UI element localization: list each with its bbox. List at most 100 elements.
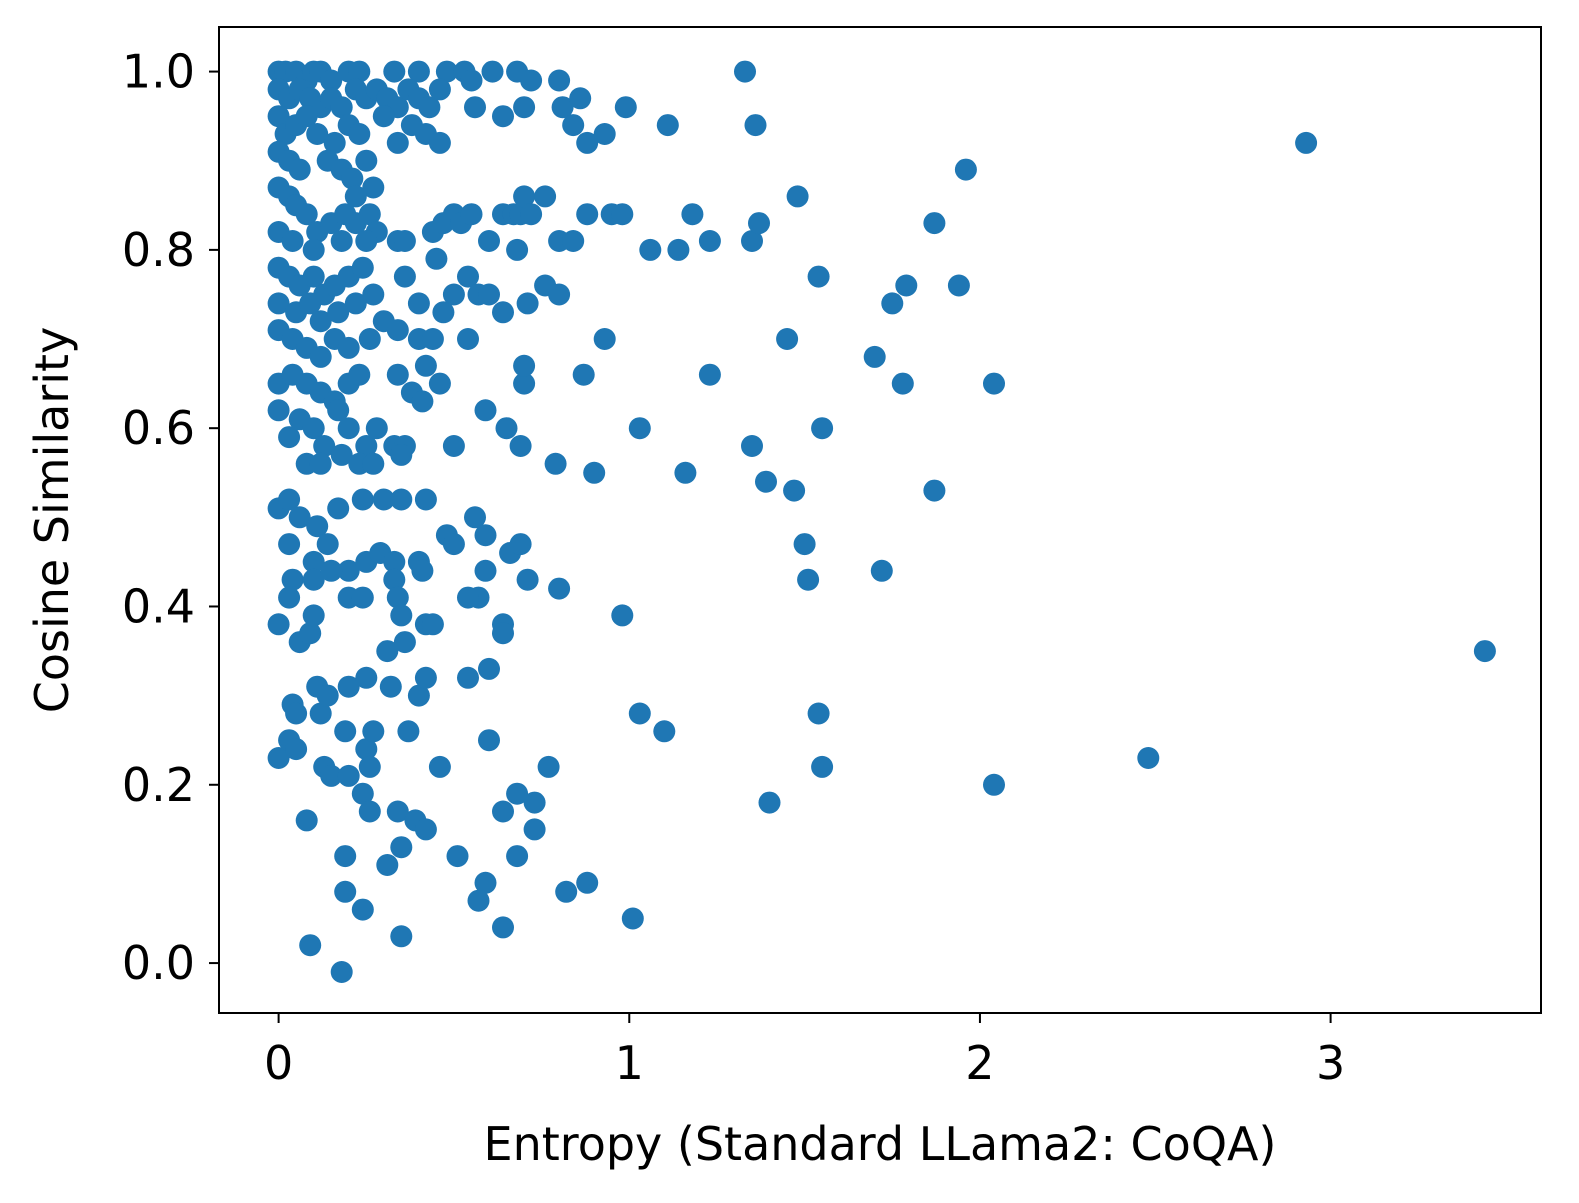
data-point — [460, 203, 483, 226]
data-point — [523, 818, 546, 841]
data-point — [267, 292, 290, 315]
data-point — [351, 488, 374, 511]
data-point — [334, 720, 357, 743]
data-point — [337, 559, 360, 582]
data-point — [355, 435, 378, 457]
data-point — [667, 238, 690, 261]
data-point — [492, 800, 514, 823]
data-point — [351, 898, 374, 921]
data-point — [285, 702, 308, 725]
data-point — [288, 158, 311, 181]
data-point — [548, 577, 571, 600]
data-point — [299, 934, 322, 957]
data-point — [330, 443, 353, 466]
data-point — [323, 131, 346, 154]
data-point — [576, 203, 599, 226]
y-axis-label: Cosine Similarity — [25, 327, 79, 714]
data-point — [407, 60, 430, 83]
data-point — [467, 889, 490, 912]
data-point — [337, 675, 360, 698]
data-point — [295, 203, 318, 226]
data-point — [379, 675, 402, 698]
data-point — [698, 363, 721, 386]
data-point — [457, 265, 479, 288]
data-point — [267, 613, 290, 636]
data-point — [474, 399, 497, 422]
data-point — [506, 782, 529, 805]
data-point — [797, 568, 820, 591]
data-point — [755, 470, 777, 493]
data-point — [302, 568, 325, 591]
data-point — [954, 158, 977, 181]
data-point — [478, 729, 500, 752]
data-point — [464, 96, 486, 119]
data-point — [411, 390, 434, 413]
data-point — [516, 292, 539, 315]
data-point — [348, 123, 371, 145]
y-tick-label: 0.6 — [122, 401, 195, 455]
data-point — [628, 417, 651, 440]
data-point — [358, 800, 381, 823]
data-point — [513, 185, 536, 208]
data-point — [569, 87, 592, 110]
data-point — [330, 961, 353, 983]
data-point — [383, 60, 406, 83]
data-point — [337, 336, 360, 359]
data-point — [355, 230, 378, 252]
data-point — [302, 550, 325, 573]
data-point — [611, 604, 634, 627]
data-point — [863, 345, 886, 368]
data-point — [330, 230, 353, 252]
data-point — [372, 488, 395, 511]
data-point — [428, 78, 451, 101]
data-point — [383, 568, 406, 591]
data-point — [811, 755, 834, 778]
data-point — [316, 684, 339, 707]
data-point — [492, 301, 514, 324]
data-point — [344, 185, 367, 208]
data-point — [390, 488, 413, 511]
data-point — [316, 533, 339, 556]
data-point — [457, 666, 479, 689]
data-point — [421, 328, 444, 350]
data-point — [267, 747, 290, 769]
data-point — [881, 292, 904, 315]
data-point — [281, 568, 304, 591]
data-point — [334, 880, 357, 903]
data-point — [492, 916, 514, 939]
data-point — [513, 354, 536, 377]
data-point — [278, 426, 301, 449]
data-point — [302, 265, 325, 288]
data-point — [355, 666, 378, 689]
data-point — [639, 238, 662, 261]
data-point — [1473, 640, 1496, 663]
y-tick-label: 1.0 — [122, 45, 195, 99]
x-tick-label: 2 — [965, 1036, 994, 1090]
data-point — [302, 604, 325, 627]
data-point — [548, 69, 571, 92]
points-layer — [267, 60, 1496, 983]
data-point — [390, 604, 413, 627]
data-point — [337, 417, 360, 440]
data-point — [506, 238, 529, 261]
data-point — [786, 185, 809, 208]
data-point — [748, 212, 770, 235]
data-point — [362, 452, 385, 475]
data-point — [414, 818, 437, 841]
data-point — [428, 131, 451, 154]
data-point — [983, 372, 1005, 395]
data-point — [278, 586, 301, 609]
data-point — [474, 559, 497, 582]
data-point — [313, 435, 336, 457]
data-point — [302, 417, 325, 440]
data-point — [741, 230, 763, 252]
data-point — [576, 871, 599, 894]
data-point — [614, 96, 637, 119]
data-point — [309, 345, 332, 368]
data-point — [383, 550, 406, 573]
data-point — [414, 488, 437, 511]
data-point — [621, 907, 644, 930]
data-point — [344, 292, 367, 315]
data-point — [306, 515, 329, 538]
data-point — [358, 755, 381, 778]
